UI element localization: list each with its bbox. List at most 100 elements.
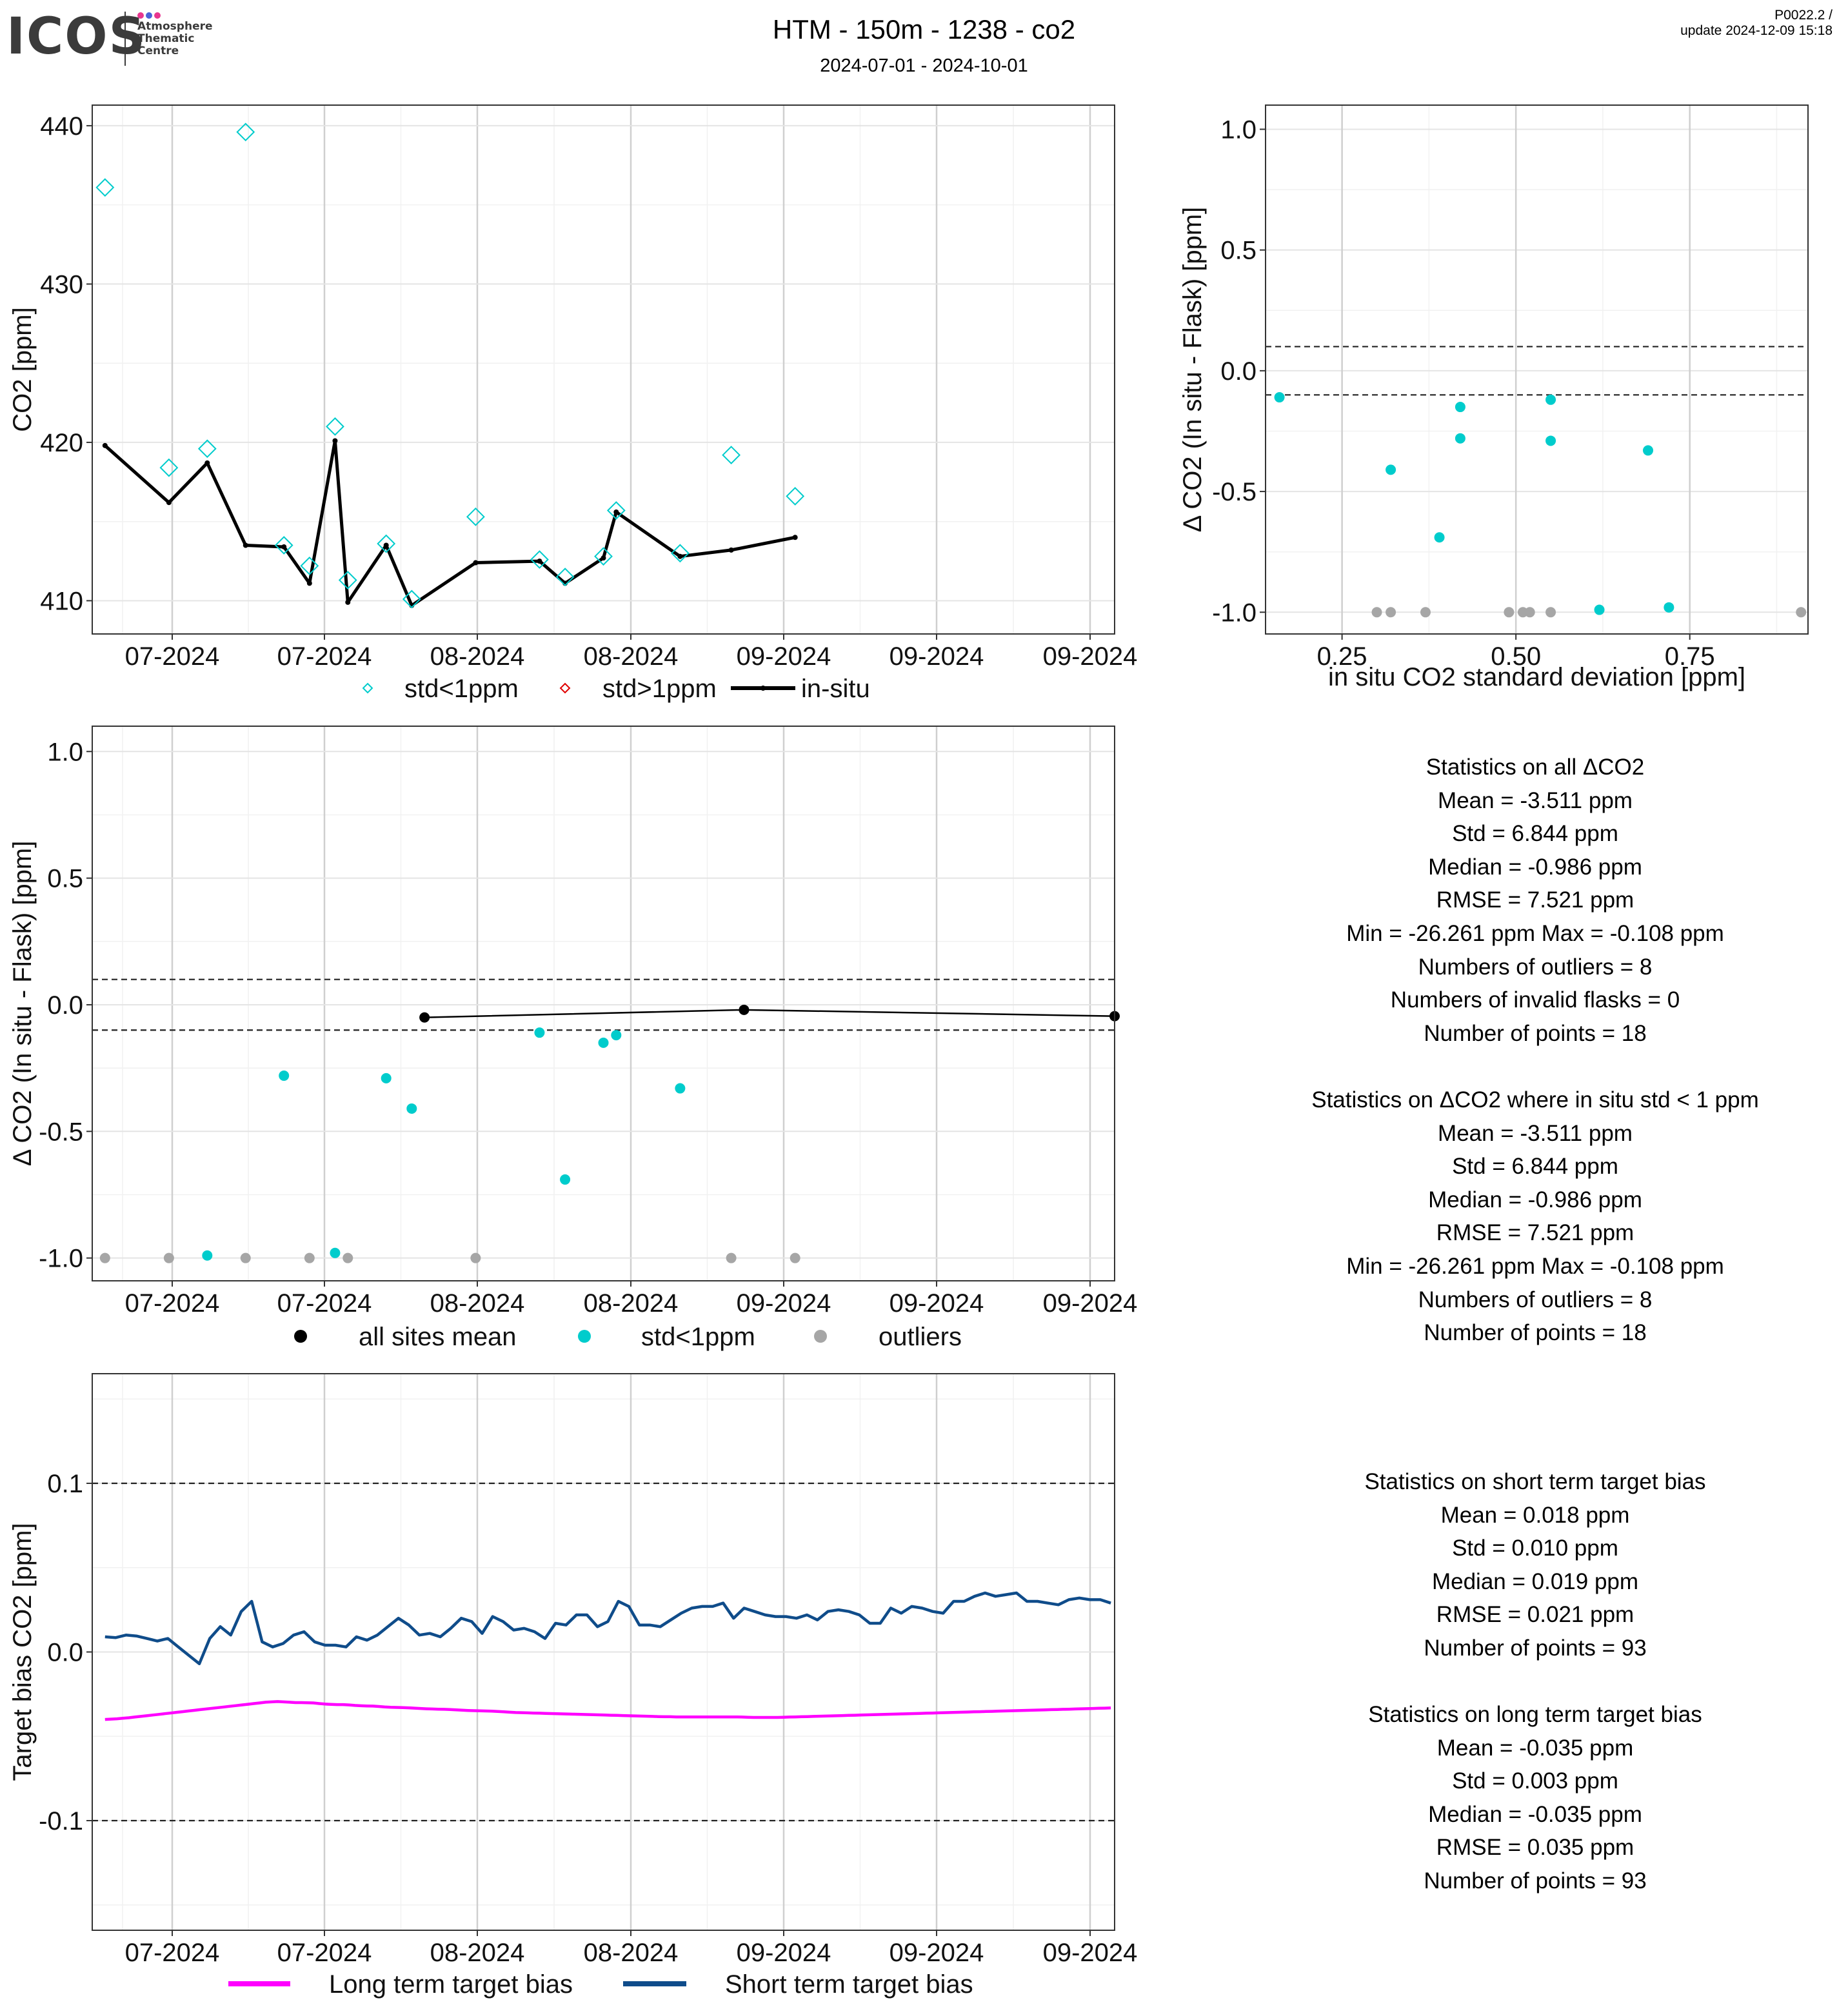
- flask-delta-point: [1664, 602, 1674, 613]
- timeseries-x-tick-label: 08-2024: [430, 642, 525, 671]
- stats-title: Statistics on long term target bias: [1368, 1702, 1702, 1727]
- scatter-std-x-axis-label: in situ CO2 standard deviation [ppm]: [1328, 663, 1745, 691]
- stats-median: Median = -0.986 ppm: [1428, 854, 1642, 880]
- insitu-point: [537, 559, 542, 564]
- timeseries-y-tick-label: 410: [40, 587, 83, 615]
- logo-subtitle-line: Atmosphere: [137, 20, 213, 33]
- stats-points: Number of points = 93: [1424, 1635, 1647, 1661]
- outlier-point: [1524, 607, 1535, 618]
- flask-delta-point: [279, 1070, 290, 1081]
- outlier-point: [1371, 607, 1382, 618]
- timeseries-y-tick-label: 430: [40, 270, 83, 299]
- stats-title: Statistics on ΔCO2 where in situ std < 1…: [1311, 1087, 1759, 1112]
- scatter-std-x-tick-label: 0.75: [1665, 642, 1715, 671]
- scatter-std-border: [1265, 104, 1809, 635]
- outlier-point: [1504, 607, 1515, 618]
- legend-label: std<1ppm: [641, 1323, 755, 1351]
- flask-point: [274, 536, 293, 555]
- delta-time-x-tick-label: 07-2024: [125, 1289, 220, 1318]
- stats-short-bias-panel: Statistics on short term target bias Mea…: [1277, 1465, 1793, 1665]
- flask-point: [159, 458, 179, 477]
- outlier-point: [1420, 607, 1431, 618]
- flask-delta-point: [406, 1103, 417, 1114]
- target-bias-y-tick-label: 0.1: [47, 1470, 83, 1498]
- version-info: P0022.2 / update 2024-12-09 15:18: [1680, 8, 1833, 39]
- flask-delta-point: [1545, 394, 1556, 405]
- flask-delta-point: [1434, 532, 1445, 543]
- target-bias-y-axis-label: Target bias CO2 [ppm]: [8, 1523, 37, 1781]
- page-title: HTM - 150m - 1238 - co2: [772, 14, 1076, 44]
- update-timestamp: update 2024-12-09 15:18: [1680, 23, 1833, 38]
- insitu-point: [102, 442, 108, 448]
- legend-std-lt-1-icon: [578, 1330, 591, 1343]
- insitu-point: [332, 438, 338, 444]
- scatter-std-y-tick-label: 0.5: [1220, 237, 1257, 265]
- insitu-point: [728, 547, 734, 553]
- stats-outliers: Numbers of outliers = 8: [1418, 954, 1653, 980]
- outlier-point: [99, 1252, 110, 1263]
- insitu-point: [345, 599, 351, 605]
- stats-title: Statistics on all ΔCO2: [1426, 755, 1645, 780]
- delta-time-x-tick-label: 09-2024: [889, 1289, 984, 1318]
- timeseries-x-tick-label: 09-2024: [889, 642, 984, 671]
- legend-outliers-icon: [814, 1330, 827, 1343]
- flask-delta-point: [381, 1073, 392, 1083]
- delta-time-y-tick-label: 1.0: [47, 738, 83, 766]
- insitu-point: [204, 460, 210, 466]
- target-bias-x-tick-label: 09-2024: [1043, 1939, 1138, 1967]
- legend-std-gt-1-icon: [559, 682, 571, 694]
- stats-mean: Mean = 0.018 ppm: [1440, 1502, 1630, 1528]
- stats-invalid: Numbers of invalid flasks = 0: [1390, 987, 1680, 1013]
- flask-point: [530, 550, 549, 569]
- legend-label: Long term target bias: [329, 1970, 573, 1999]
- flask-delta-point: [202, 1250, 213, 1261]
- delta-time-x-tick-label: 08-2024: [584, 1289, 679, 1318]
- target-bias-x-tick-label: 09-2024: [889, 1939, 984, 1967]
- date-range: 2024-07-01 - 2024-10-01: [820, 55, 1028, 76]
- timeseries-x-tick-label: 09-2024: [1043, 642, 1138, 671]
- flask-point: [326, 417, 344, 436]
- logo-dots-icon: [137, 10, 163, 22]
- outlier-point: [1545, 607, 1556, 618]
- flask-delta-point: [611, 1030, 622, 1041]
- target-bias-y-tick-label: -0.1: [39, 1807, 83, 1835]
- insitu-point: [166, 500, 172, 506]
- flask-delta-point: [1594, 604, 1605, 615]
- sites-mean-point: [419, 1012, 430, 1023]
- delta-time-y-tick-label: 0.0: [47, 991, 83, 1020]
- scatter-std-y-axis-label: Δ CO2 (In situ - Flask) [ppm]: [1178, 207, 1207, 533]
- legend-label: std>1ppm: [602, 675, 717, 703]
- flask-point: [377, 534, 396, 553]
- insitu-point: [613, 509, 619, 515]
- stats-minmax: Min = -26.261 ppm Max = -0.108 ppm: [1346, 920, 1724, 946]
- stats-std: Std = 6.844 ppm: [1452, 1154, 1618, 1180]
- logo-divider: [124, 12, 126, 66]
- delta-time-y-axis-label: Δ CO2 (In situ - Flask) [ppm]: [8, 841, 37, 1167]
- delta-time-x-tick-label: 07-2024: [277, 1289, 372, 1318]
- target-bias-y-tick-label: 0.0: [47, 1639, 83, 1667]
- flask-point: [197, 439, 217, 459]
- insitu-point: [383, 542, 389, 548]
- scatter-std-y-tick-label: 1.0: [1220, 115, 1257, 144]
- flask-point: [236, 123, 255, 142]
- timeseries-x-tick-label: 07-2024: [277, 642, 372, 671]
- flask-point: [670, 544, 690, 563]
- legend-label: all sites mean: [359, 1323, 517, 1351]
- delta-time-x-tick-label: 09-2024: [737, 1289, 831, 1318]
- flask-point: [555, 568, 575, 587]
- outlier-point: [790, 1252, 800, 1263]
- flask-delta-point: [534, 1027, 545, 1038]
- delta-time-y-tick-label: 0.5: [47, 865, 83, 893]
- logo-text: ICOS: [6, 8, 146, 66]
- flask-delta-point: [1455, 402, 1465, 413]
- scatter-std-y-tick-label: 0.0: [1220, 357, 1257, 386]
- stats-long-bias-panel: Statistics on long term target bias Mean…: [1277, 1698, 1793, 1898]
- stats-std-panel: Statistics on ΔCO2 where in situ std < 1…: [1277, 1083, 1793, 1350]
- stats-rmse: RMSE = 7.521 ppm: [1436, 1220, 1634, 1246]
- outlier-point: [1796, 607, 1807, 618]
- scatter-std-bg: [1266, 105, 1808, 634]
- flask-point: [95, 178, 115, 197]
- legend-label: outliers: [879, 1323, 962, 1351]
- flask-delta-point: [560, 1174, 571, 1185]
